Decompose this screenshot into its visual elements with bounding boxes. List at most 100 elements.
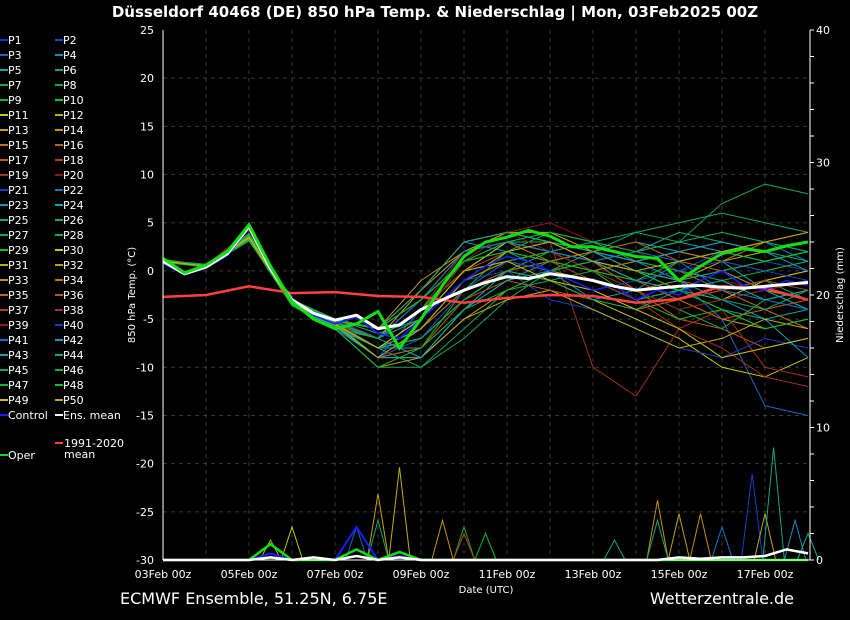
y-tick-label: 15: [140, 120, 154, 133]
x-axis-label: Date (UTC): [459, 585, 514, 596]
legend-p11-label: P11: [8, 109, 29, 122]
climate-mean-line: [162, 285, 809, 304]
precip-spike: [646, 518, 669, 561]
legend-p45-label: P45: [8, 364, 29, 377]
legend-p38-label: P38: [63, 304, 84, 317]
y-tick-label: -5: [143, 313, 154, 326]
legend-p46-label: P46: [63, 364, 84, 377]
legend-p2-label: P2: [63, 34, 77, 47]
legend-p14-label: P14: [63, 124, 84, 137]
legend-p39-label: P39: [8, 319, 29, 332]
legend-p26-label: P26: [63, 214, 84, 227]
legend-p16-label: P16: [63, 139, 84, 152]
x-tick-label: 13Feb 00z: [565, 568, 622, 581]
legend-p36-label: P36: [63, 289, 84, 302]
legend-p22-label: P22: [63, 184, 84, 197]
legend-p31-label: P31: [8, 259, 29, 272]
legend-p37-label: P37: [8, 304, 29, 317]
y-tick-label: 0: [147, 265, 154, 278]
legend-p5-label: P5: [8, 64, 22, 77]
legend-p10-label: P10: [63, 94, 84, 107]
legend-p15-label: P15: [8, 139, 29, 152]
precip-spike: [431, 518, 454, 561]
precip-spike: [603, 539, 626, 561]
legend-p19-label: P19: [8, 169, 29, 182]
legend-p17-label: P17: [8, 154, 29, 167]
precip-spike: [762, 447, 785, 561]
axes: 25 20 15 10 5 0 -5 -10 -15 -20 -25 -30 0 10 20 30 40 03Fe…: [135, 24, 830, 581]
legend-p42-label: P42: [63, 334, 84, 347]
legend-p18-label: P18: [63, 154, 84, 167]
y-tick-label: -20: [136, 458, 154, 471]
precip-spike: [452, 525, 476, 561]
x-tick-label: 03Feb 00z: [135, 568, 192, 581]
legend-p8-label: P8: [63, 79, 77, 92]
legend-p28-label: P28: [63, 229, 84, 242]
precip-spike: [740, 473, 764, 561]
x-tick-label: 17Feb 00z: [737, 568, 794, 581]
precip-spike: [280, 525, 304, 561]
y2-tick-label: 30: [816, 157, 830, 170]
legend-p12-label: P12: [63, 109, 84, 122]
y2-tick-label: 10: [816, 422, 830, 435]
legend-p3-label: P3: [8, 49, 22, 62]
legend-ens-mean-label: Ens. mean: [63, 409, 121, 422]
legend-p4-label: P4: [63, 49, 77, 62]
legend-climate-mean-label: 1991-2020 mean: [64, 437, 124, 461]
legend-p24-label: P24: [63, 199, 84, 212]
y2-tick-label: 0: [816, 554, 823, 567]
legend-p9-label: P9: [8, 94, 22, 107]
legend-p40-label: P40: [63, 319, 84, 332]
y-tick-label: 20: [140, 72, 154, 85]
y-tick-label: -15: [136, 409, 154, 422]
precip-spike: [366, 518, 390, 561]
legend-p7-label: P7: [8, 79, 22, 92]
legend: P1 P2 P3 P4 P5 P6 P7 P8 P9 P10 P11 P12 P13 P14 P15 P16 P…: [0, 34, 124, 462]
precip-spike: [259, 539, 282, 561]
legend-p43-label: P43: [8, 349, 29, 362]
y2-tick-label: 40: [816, 24, 830, 37]
precip-spike: [667, 513, 691, 561]
legend-p23-label: P23: [8, 199, 29, 212]
legend-p48-label: P48: [63, 379, 84, 392]
legend-p35-label: P35: [8, 289, 29, 302]
legend-p41-label: P41: [8, 334, 29, 347]
legend-p29-label: P29: [8, 244, 29, 257]
legend-p13-label: P13: [8, 124, 29, 137]
precip-spike: [753, 513, 777, 561]
chart-title: Düsseldorf 40468 (DE) 850 hPa Temp. & Ni…: [112, 3, 758, 22]
precip-spike: [366, 493, 390, 561]
legend-p47-label: P47: [8, 379, 29, 392]
legend-p27-label: P27: [8, 229, 29, 242]
y-tick-label: -30: [136, 554, 154, 567]
footer-source: ECMWF Ensemble, 51.25N, 6.75E: [120, 589, 388, 608]
control-precip-line: [163, 525, 808, 562]
precip-spike: [474, 532, 497, 561]
y-axis-label: 850 hPa Temp. (°C): [127, 247, 138, 343]
legend-p21-label: P21: [8, 184, 29, 197]
legend-p25-label: P25: [8, 214, 29, 227]
legend-climate-mean-line2: mean: [64, 448, 95, 461]
footer-site: Wetterzentrale.de: [650, 589, 794, 608]
legend-p32-label: P32: [63, 259, 84, 272]
legend-control-label: Control: [8, 409, 48, 422]
oper-line: [162, 221, 809, 351]
legend-p34-label: P34: [63, 274, 84, 287]
legend-p30-label: P30: [63, 244, 84, 257]
legend-p44-label: P44: [63, 349, 84, 362]
y-tick-label: 10: [140, 169, 154, 182]
x-tick-label: 09Feb 00z: [393, 568, 450, 581]
legend-p20-label: P20: [63, 169, 84, 182]
precip-spike: [388, 467, 411, 561]
y-tick-label: 5: [147, 217, 154, 230]
legend-p6-label: P6: [63, 64, 77, 77]
precip-spike: [710, 525, 734, 561]
legend-p33-label: P33: [8, 274, 29, 287]
legend-p50-label: P50: [63, 394, 84, 407]
legend-oper-label: Oper: [8, 449, 35, 462]
highlighted-series: [162, 221, 809, 351]
legend-climate-mean-line1: 1991-2020: [64, 437, 124, 450]
y-tick-label: -10: [136, 361, 154, 374]
precip-spike: [646, 500, 669, 561]
